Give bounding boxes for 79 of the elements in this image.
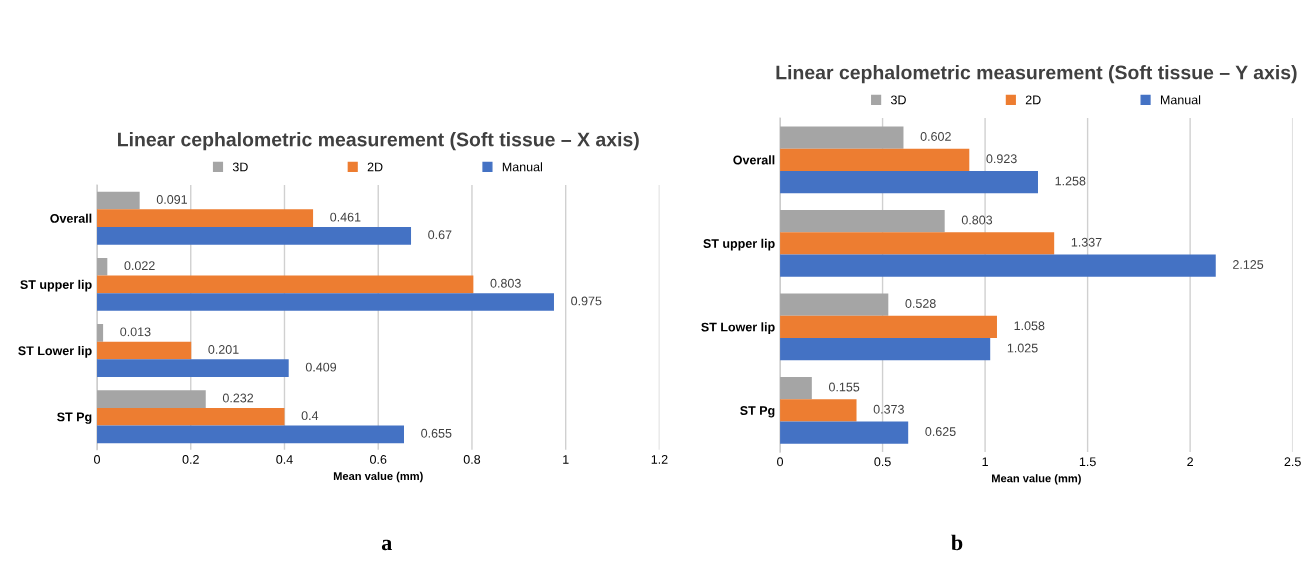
bar	[97, 209, 314, 227]
x-tick-label: 1	[563, 455, 569, 464]
bar	[780, 421, 909, 444]
chart-title: Linear cephalometric measurement (Soft tissue – X axis)	[118, 132, 639, 151]
data-label: 0.625	[925, 427, 956, 436]
data-label: 0.022	[124, 261, 155, 271]
bar	[780, 232, 1055, 255]
data-label: 0.923	[986, 154, 1017, 164]
data-label: 0.373	[873, 404, 904, 414]
data-label: 0.4	[301, 411, 319, 421]
bar	[97, 359, 289, 378]
y-tick-label: ST upper lip	[20, 279, 92, 292]
bar	[780, 126, 904, 149]
bar	[780, 293, 889, 316]
data-label: 1.337	[1071, 237, 1102, 247]
y-tick-label: ST Pg	[57, 412, 92, 424]
legend-label: 3D	[890, 95, 906, 105]
x-tick-label: 0.4	[276, 455, 293, 464]
x-tick-label: 2.5	[1284, 457, 1301, 467]
legend-label: Manual	[502, 162, 542, 172]
data-label: 0.67	[428, 230, 452, 240]
data-label: 0.461	[330, 212, 361, 222]
data-label: 0.528	[905, 299, 936, 308]
y-tick-label: Overall	[733, 155, 775, 165]
data-label: 0.013	[120, 327, 151, 337]
bar	[97, 390, 206, 408]
text: a	[381, 539, 392, 551]
bar	[97, 425, 404, 444]
x-tick-label: 0.6	[370, 455, 387, 464]
legend-label: 3D	[232, 162, 248, 172]
bar	[780, 337, 991, 361]
bar	[97, 293, 554, 311]
bar	[780, 376, 812, 400]
legend-label: 2D	[1025, 95, 1041, 105]
legend-label: Manual	[1160, 95, 1201, 105]
x-axis-title: Mean value (mm)	[333, 471, 423, 483]
data-label: 0.409	[305, 362, 337, 372]
x-tick-label: 0	[777, 457, 784, 467]
x-tick-label: 0.8	[463, 455, 481, 464]
data-label: 0.201	[208, 345, 239, 354]
data-label: 0.602	[920, 132, 951, 141]
data-label: 1.258	[1055, 176, 1086, 186]
x-tick-label: 1	[982, 457, 988, 467]
bar	[97, 275, 474, 294]
x-tick-label: 0.5	[874, 457, 891, 467]
bar	[780, 209, 945, 233]
data-label: 0.091	[156, 195, 187, 204]
y-tick-label: ST Lower lip	[18, 346, 92, 358]
text: b	[951, 534, 963, 551]
data-label: 0.155	[828, 382, 860, 392]
bar	[780, 399, 857, 422]
y-tick-label: Overall	[50, 213, 92, 223]
bar	[780, 315, 997, 338]
bar	[97, 341, 192, 360]
y-tick-label: ST Pg	[740, 406, 775, 418]
x-tick-label: 1.5	[1079, 457, 1096, 467]
data-label: 2.125	[1233, 260, 1264, 269]
bar	[97, 226, 412, 245]
bar	[780, 148, 970, 171]
data-label: 0.975	[571, 296, 602, 306]
bar	[97, 407, 285, 426]
x-tick-label: 1.2	[651, 455, 668, 464]
data-label: 0.655	[421, 428, 452, 438]
bar	[780, 254, 1216, 277]
bar	[97, 191, 140, 210]
bar	[780, 170, 1038, 194]
x-axis-title: Mean value (mm)	[992, 474, 1081, 485]
data-label: 1.025	[1007, 343, 1038, 353]
legend-label: 2D	[367, 162, 383, 172]
data-label: 0.803	[961, 215, 993, 225]
data-label: 0.232	[222, 393, 254, 403]
chart-title: Linear cephalometric measurement (Soft tissue – Y axis)	[776, 65, 1297, 84]
x-tick-label: 0	[94, 455, 100, 464]
data-label: 0.803	[490, 278, 521, 288]
x-tick-label: 0.2	[182, 455, 199, 464]
x-tick-label: 2	[1187, 457, 1193, 467]
data-label: 1.058	[1014, 321, 1045, 331]
y-tick-label: ST upper lip	[703, 238, 775, 251]
y-tick-label: ST Lower lip	[701, 322, 775, 334]
